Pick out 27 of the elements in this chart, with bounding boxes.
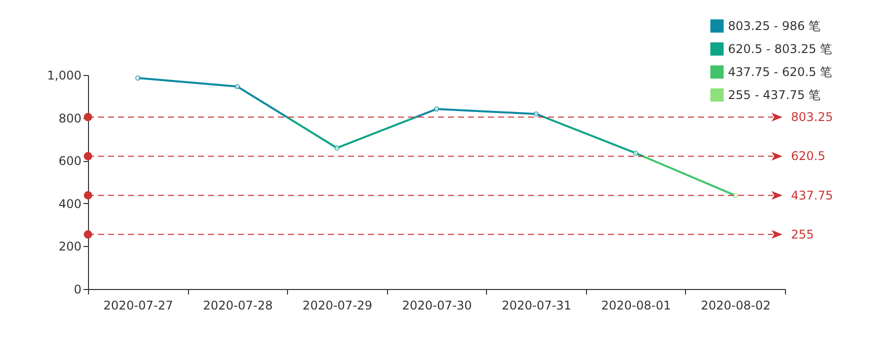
- point: [135, 75, 140, 81]
- x-tick-label: 2020-07-28: [202, 298, 273, 312]
- point: [234, 84, 240, 90]
- point: [633, 150, 638, 156]
- point: [533, 111, 539, 117]
- legend-label: 437.75 - 620.5 笔: [728, 65, 832, 79]
- x-tick-label: 2020-07-30: [402, 298, 472, 312]
- ref-line-label: 620.5: [791, 149, 826, 164]
- x-tick-label: 2020-07-31: [502, 298, 572, 312]
- ref-line-label: 803.25: [791, 110, 833, 124]
- point: [334, 145, 340, 151]
- x-tick-label: 2020-08-01: [601, 298, 672, 312]
- point: [434, 106, 440, 112]
- y-tick-label: 1,000: [47, 68, 82, 82]
- x-tick-label: 2020-07-29: [302, 298, 372, 312]
- legend-label: 803.25 - 986 笔: [728, 19, 821, 33]
- ref-line-label: 437.75: [791, 188, 833, 202]
- ref-line-label: 255: [791, 227, 814, 242]
- x-tick-label: 2020-08-02: [700, 298, 771, 312]
- x-tick-label: 2020-07-27: [103, 298, 174, 312]
- y-tick-label: 600: [58, 154, 82, 168]
- legend-label: 620.5 - 803.25 笔: [728, 42, 832, 56]
- y-tick-label: 800: [58, 111, 82, 126]
- y-tick-label: 0: [74, 282, 82, 296]
- y-tick-label: 400: [58, 196, 82, 211]
- y-tick-label: 200: [58, 240, 82, 254]
- legend-label: 255 - 437.75 笔: [728, 88, 821, 102]
